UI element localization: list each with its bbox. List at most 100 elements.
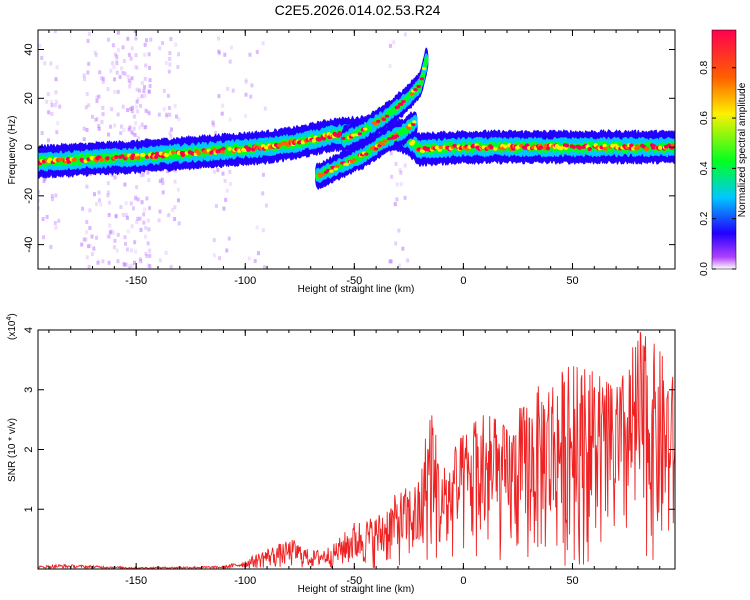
speckle — [56, 121, 60, 126]
heat-cell — [318, 174, 323, 178]
heat-cell — [367, 125, 372, 133]
speckle — [244, 92, 248, 97]
colorbar-tick-label: 0.6 — [699, 111, 710, 125]
speckle — [99, 76, 103, 81]
spectrogram-plot — [38, 30, 675, 269]
speckle — [221, 171, 225, 176]
x-tick-label: -50 — [346, 575, 362, 587]
speckle — [54, 90, 58, 95]
speckle — [125, 215, 129, 220]
speckle — [88, 208, 92, 213]
speckle — [130, 224, 134, 229]
speckle — [169, 134, 173, 139]
speckle — [139, 173, 143, 178]
speckle — [211, 120, 215, 125]
speckle — [50, 194, 54, 199]
speckle — [119, 204, 123, 209]
speckle — [124, 241, 128, 246]
heat-cell — [395, 105, 401, 109]
speckle — [253, 259, 257, 264]
speckle — [86, 244, 90, 249]
speckle — [115, 70, 119, 75]
heat-cell — [227, 146, 232, 151]
heat-cell — [493, 146, 498, 151]
speckle — [109, 229, 113, 234]
speckle — [50, 111, 54, 116]
speckle — [124, 201, 128, 206]
heat-cell — [325, 168, 331, 173]
speckle — [247, 256, 251, 261]
speckle — [49, 61, 53, 66]
speckle — [133, 132, 137, 137]
speckle — [140, 94, 144, 99]
speckle — [53, 221, 57, 226]
speckle — [244, 79, 248, 84]
y-tick-label: -40 — [23, 237, 35, 253]
speckle — [93, 192, 97, 197]
speckle — [38, 206, 40, 211]
speckle — [148, 264, 152, 269]
speckle — [136, 135, 140, 140]
speckle — [139, 227, 143, 232]
speckle — [147, 227, 151, 232]
speckle — [157, 112, 161, 117]
speckle — [106, 181, 110, 186]
colorbar-tick-label: 0.4 — [699, 161, 710, 175]
snr-xlabel: Height of straight line (km) — [298, 584, 415, 595]
speckle — [101, 76, 105, 81]
speckle — [101, 105, 105, 110]
speckle — [47, 110, 51, 115]
heat-cell — [333, 167, 338, 171]
speckle — [82, 73, 86, 78]
x-tick-label: -50 — [346, 275, 362, 287]
speckle — [146, 263, 150, 268]
speckle — [147, 52, 151, 57]
speckle — [149, 37, 153, 42]
speckle — [130, 263, 134, 268]
heat-cell — [645, 146, 650, 151]
speckle — [392, 40, 396, 45]
speckle — [176, 65, 180, 70]
speckle — [127, 78, 131, 83]
speckle — [143, 85, 147, 90]
speckle — [223, 52, 227, 57]
speckle — [134, 65, 138, 70]
speckle — [168, 51, 172, 56]
heat-cell — [387, 137, 392, 141]
speckle — [54, 225, 58, 230]
speckle — [95, 235, 99, 240]
y-tick-label: 2 — [23, 446, 35, 452]
speckle — [144, 125, 148, 130]
speckle — [111, 43, 115, 48]
speckle — [135, 87, 139, 92]
speckle — [223, 178, 227, 183]
speckle — [173, 205, 177, 210]
speckle — [165, 112, 169, 117]
heat-cell — [384, 114, 390, 118]
speckle — [126, 108, 130, 113]
speckle — [212, 253, 216, 258]
speckle — [85, 255, 89, 260]
speckle — [263, 106, 267, 111]
speckle — [49, 244, 53, 249]
speckle — [255, 50, 259, 55]
heat-cell — [657, 145, 663, 150]
speckle — [141, 171, 145, 176]
speckle — [128, 125, 132, 130]
colorbar-label: Normalized spectral amplitude — [737, 82, 748, 217]
speckle — [114, 213, 118, 218]
speckle — [93, 50, 97, 55]
speckle — [166, 93, 170, 98]
speckle — [45, 214, 49, 219]
speckle — [146, 170, 150, 175]
speckle — [123, 182, 127, 187]
x-tick-label: -100 — [234, 275, 256, 287]
speckle — [129, 129, 133, 134]
speckle — [244, 114, 248, 119]
speckle — [85, 219, 89, 224]
speckle — [158, 258, 162, 263]
speckle — [145, 254, 149, 259]
speckle — [42, 178, 46, 183]
speckle — [250, 83, 254, 88]
speckle — [88, 226, 92, 231]
